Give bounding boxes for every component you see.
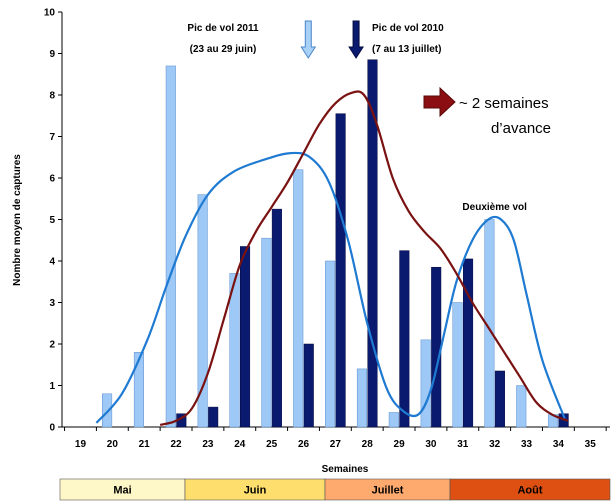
x-tick-label: 20: [107, 439, 119, 450]
curves-group: [95, 90, 569, 426]
x-tick-label: 33: [521, 439, 533, 450]
y-tick-label: 6: [49, 174, 55, 185]
annotation-peak-2010-dates: (7 au 13 juillet): [372, 44, 441, 55]
y-tick-label: 2: [49, 340, 55, 351]
y-tick-label: 9: [49, 49, 55, 60]
month-label: Août: [517, 485, 542, 497]
x-tick-label: 21: [139, 439, 151, 450]
annotations-group: Pic de vol 2011 (23 au 29 juin) Pic de vol…: [187, 20, 551, 213]
arrow-down-light-icon: [300, 20, 317, 59]
x-tick-label: 26: [298, 439, 310, 450]
bar-series-2: [271, 208, 282, 428]
x-tick-label: 22: [170, 439, 182, 450]
bar-series-2: [240, 246, 251, 428]
annotation-peak-2011-dates: (23 au 29 juin): [190, 44, 257, 55]
x-tick-label: 34: [553, 439, 565, 450]
bar-series-2: [463, 258, 474, 428]
bar-series-1: [356, 368, 367, 428]
arrow-down-dark-icon: [348, 20, 364, 59]
x-tick-label: 35: [585, 439, 597, 450]
trend-curve-2010: [159, 90, 569, 426]
bar-series-2: [431, 266, 442, 428]
y-axis: 0 1 2 3 4 5 6 7 8 9 10: [44, 8, 63, 434]
bar-series-1: [102, 393, 113, 428]
x-tick-label: 28: [362, 439, 374, 450]
bar-series-1: [261, 237, 272, 428]
arrow-right-icon: [423, 86, 456, 118]
bar-series-1: [165, 65, 176, 428]
month-label: Mai: [113, 485, 131, 497]
annotation-two-weeks: ~ 2 semaines: [459, 95, 549, 112]
bar-series-2: [208, 406, 219, 428]
x-tick-label: 29: [394, 439, 406, 450]
y-tick-label: 8: [49, 91, 55, 102]
annotation-second-flight: Deuxième vol: [462, 202, 527, 213]
bar-series-2: [335, 113, 346, 428]
bar-series-1: [197, 194, 208, 428]
y-tick-label: 1: [49, 381, 55, 392]
trend-curve-2011: [95, 151, 566, 424]
x-axis-title: Semaines: [322, 464, 369, 475]
annotation-peak-2011: Pic de vol 2011: [187, 23, 259, 34]
y-tick-label: 4: [49, 257, 55, 268]
bars-group: [102, 59, 569, 428]
bar-series-1: [293, 169, 304, 428]
bar-series-1: [420, 339, 431, 428]
months-strip: Mai Juin Juillet Août: [59, 478, 611, 501]
month-label: Juillet: [372, 485, 404, 497]
x-tick-label: 30: [425, 439, 437, 450]
x-tick-label: 32: [489, 439, 501, 450]
annotation-peak-2010: Pic de vol 2010: [372, 23, 444, 34]
x-axis: 19 20 21 22 23 24 25 26 27 28 29 30 31 32 33 34 35: [62, 426, 610, 450]
x-tick-label: 24: [234, 439, 246, 450]
x-tick-label: 31: [457, 439, 469, 450]
bar-series-1: [452, 302, 463, 428]
y-tick-label: 7: [49, 132, 55, 143]
x-tick-label: 25: [266, 439, 278, 450]
bar-series-1: [325, 260, 336, 428]
x-tick-label: 27: [330, 439, 342, 450]
x-tick-label: 23: [202, 439, 214, 450]
y-axis-title: Nombre moyen de captures: [12, 154, 23, 286]
bar-series-1: [388, 412, 399, 428]
bar-series-1: [516, 385, 527, 428]
y-tick-label: 5: [49, 215, 55, 226]
y-tick-label: 10: [44, 8, 56, 19]
y-tick-label: 0: [49, 423, 55, 434]
bar-series-1: [229, 273, 240, 428]
bar-series-2: [367, 59, 378, 428]
bar-series-2: [303, 343, 314, 428]
bar-series-2: [494, 370, 505, 428]
month-band: [449, 478, 611, 501]
month-label: Juin: [244, 485, 267, 497]
bar-series-1: [133, 352, 144, 428]
bar-series-2: [399, 250, 410, 428]
annotation-ahead: d’avance: [491, 120, 551, 137]
y-tick-label: 3: [49, 298, 55, 309]
x-tick-label: 19: [75, 439, 87, 450]
